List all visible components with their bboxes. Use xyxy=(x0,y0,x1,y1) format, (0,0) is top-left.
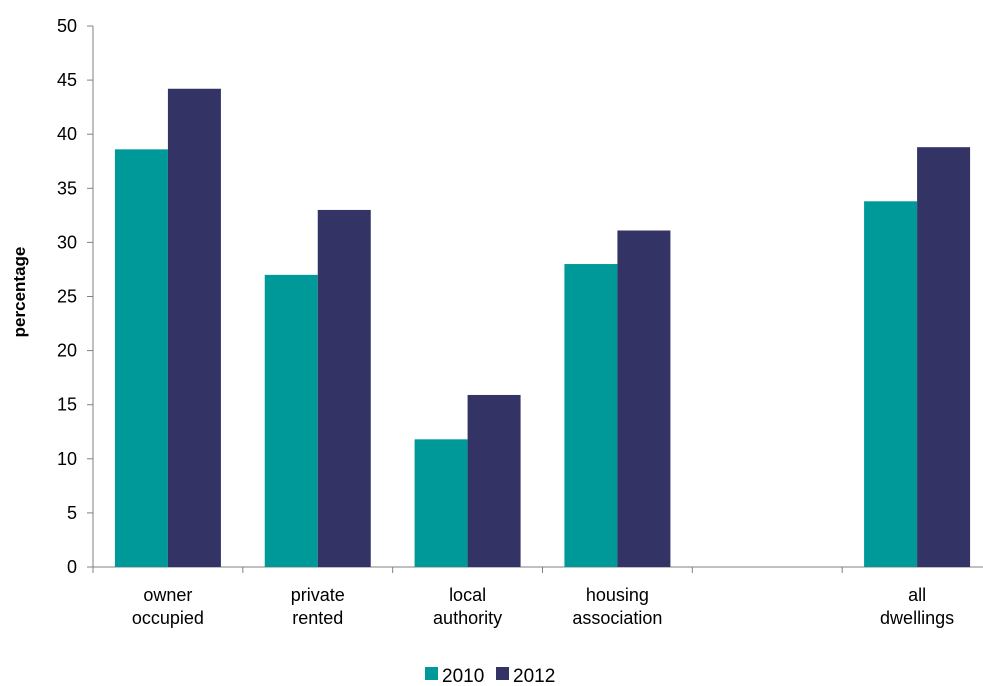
category-label: rented xyxy=(292,608,343,628)
bar-2012-1 xyxy=(317,209,371,567)
axes xyxy=(87,25,983,573)
category-label: dwellings xyxy=(880,608,954,628)
bar-2012-3 xyxy=(617,230,671,568)
y-tick-label: 10 xyxy=(57,449,77,469)
bar-2010-3 xyxy=(564,264,618,567)
y-tick-label: 5 xyxy=(67,503,77,523)
category-label: private xyxy=(291,585,345,605)
legend-label-2010: 2010 xyxy=(442,666,484,686)
legend-label-2012: 2012 xyxy=(513,666,555,686)
bars xyxy=(114,88,971,568)
y-tick-label: 15 xyxy=(57,395,77,415)
y-tick-label: 50 xyxy=(57,16,77,36)
y-tick-label: 20 xyxy=(57,341,77,361)
y-tick-label: 30 xyxy=(57,232,77,252)
y-axis-label: percentage xyxy=(10,247,29,338)
bar-2012-0 xyxy=(167,88,221,568)
legend-swatch-2010 xyxy=(425,667,438,680)
y-tick-label: 25 xyxy=(57,287,77,307)
bar-2010-2 xyxy=(414,439,468,567)
category-label: association xyxy=(572,608,662,628)
y-tick-label: 40 xyxy=(57,124,77,144)
bar-2010-5 xyxy=(864,201,918,567)
category-label: authority xyxy=(433,608,502,628)
category-label: housing xyxy=(586,585,649,605)
y-tick-label: 45 xyxy=(57,70,77,90)
bar-2010-0 xyxy=(114,149,168,567)
bar-2012-5 xyxy=(917,147,971,567)
y-tick-labels: 0 5 10 15 20 25 30 35 40 45 50 xyxy=(57,16,77,577)
category-label: owner xyxy=(143,585,192,605)
bar-2012-2 xyxy=(467,394,521,567)
category-labels: owner occupied private rented local authority… xyxy=(132,585,954,628)
bar-2010-1 xyxy=(264,274,318,567)
category-label: occupied xyxy=(132,608,204,628)
category-label: local xyxy=(449,585,486,605)
y-tick-label: 0 xyxy=(67,557,77,577)
category-label: all xyxy=(908,585,926,605)
y-tick-label: 35 xyxy=(57,178,77,198)
legend-swatch-2012 xyxy=(496,667,509,680)
legend: 2010 2012 xyxy=(425,666,555,686)
